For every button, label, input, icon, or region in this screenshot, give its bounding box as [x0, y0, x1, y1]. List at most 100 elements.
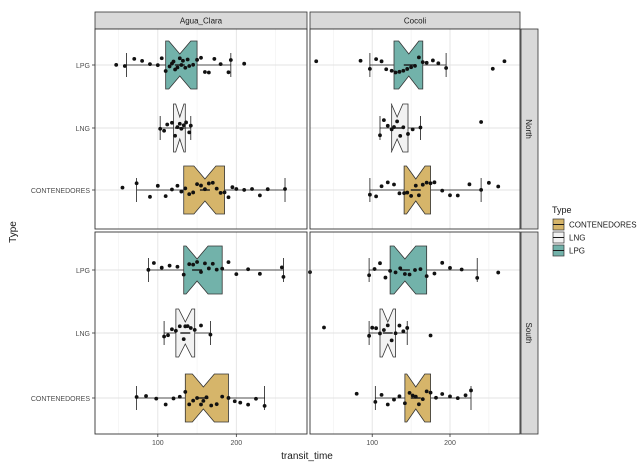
- data-point-lpg: [367, 66, 372, 71]
- data-point-lng: [381, 328, 386, 332]
- data-point-lpg: [424, 274, 429, 279]
- data-point-lng: [188, 123, 193, 128]
- data-point-contenedores: [479, 188, 484, 192]
- data-point-contenedores: [373, 399, 378, 404]
- x-tick-label: 200: [444, 440, 456, 447]
- data-point-contenedores: [226, 195, 231, 200]
- data-point-lng: [170, 120, 174, 125]
- data-point-contenedores: [171, 396, 176, 401]
- data-point-lpg: [167, 263, 172, 268]
- data-point-lpg: [159, 265, 164, 270]
- data-point-contenedores: [392, 397, 396, 402]
- data-point-lng: [199, 323, 203, 328]
- data-point-lng: [401, 329, 406, 334]
- data-point-lpg: [234, 272, 239, 277]
- data-point-lpg: [191, 62, 196, 67]
- data-point-lng: [479, 120, 484, 124]
- data-point-contenedores: [410, 393, 415, 398]
- y-tick-label-south-lpg: LPG: [76, 268, 90, 275]
- data-point-contenedores: [432, 180, 437, 185]
- data-point-contenedores: [134, 395, 139, 399]
- data-point-contenedores: [199, 402, 203, 407]
- data-point-contenedores: [191, 190, 196, 195]
- data-point-lng: [401, 125, 406, 130]
- data-point-contenedores: [428, 181, 433, 186]
- data-point-lng: [392, 125, 396, 129]
- data-point-lpg: [163, 69, 168, 73]
- data-point-lpg: [203, 70, 207, 74]
- data-point-contenedores: [407, 390, 412, 395]
- data-point-lng: [385, 123, 390, 128]
- data-point-lpg: [140, 59, 145, 63]
- data-point-lng: [170, 327, 174, 332]
- data-point-contenedores: [262, 403, 267, 408]
- y-tick-label-north-lpg: LPG: [76, 63, 90, 70]
- data-point-lpg: [372, 267, 377, 271]
- data-point-contenedores: [392, 182, 396, 187]
- data-point-lng: [374, 326, 379, 331]
- data-point-lpg: [199, 270, 203, 274]
- data-point-contenedores: [242, 188, 247, 192]
- data-point-contenedores: [428, 390, 433, 395]
- data-point-lpg: [212, 57, 217, 61]
- data-point-contenedores: [379, 392, 384, 397]
- panels: [94, 28, 521, 435]
- data-point-lng: [187, 130, 192, 135]
- data-point-lpg: [167, 64, 172, 69]
- data-point-lpg: [379, 59, 384, 64]
- data-point-contenedores: [203, 187, 207, 192]
- data-point-contenedores: [397, 191, 402, 196]
- data-point-contenedores: [199, 183, 203, 188]
- data-point-contenedores: [201, 398, 206, 403]
- data-point-lpg: [187, 64, 192, 68]
- data-point-lpg: [195, 260, 199, 264]
- data-point-contenedores: [183, 186, 188, 191]
- data-point-lpg: [383, 275, 388, 280]
- data-point-lpg: [187, 262, 192, 267]
- data-point-lpg: [191, 262, 196, 267]
- data-point-contenedores: [175, 183, 180, 188]
- data-point-contenedores: [257, 193, 262, 198]
- data-point-lng: [418, 125, 423, 130]
- data-point-lpg: [436, 61, 441, 66]
- facet-strip-label-col-1: Agua_Clara: [180, 17, 223, 26]
- x-axis-title: transit_time: [281, 451, 333, 462]
- data-point-lpg: [420, 60, 425, 65]
- data-point-lpg: [440, 260, 445, 265]
- data-point-contenedores: [448, 193, 452, 198]
- box-lpg: [183, 245, 223, 295]
- data-point-lpg: [179, 63, 184, 67]
- data-point-lpg: [398, 266, 403, 271]
- data-point-contenedores: [265, 187, 270, 192]
- y-tick-label-north-contenedores: CONTENEDORES: [31, 188, 90, 195]
- data-point-lpg: [393, 270, 398, 275]
- data-point-contenedores: [416, 402, 421, 407]
- data-point-lpg: [146, 267, 151, 272]
- y-tick-label-north-lng: LNG: [76, 126, 90, 133]
- data-point-lpg: [388, 268, 393, 273]
- data-point-contenedores: [120, 185, 125, 190]
- data-point-lpg: [490, 66, 495, 71]
- data-point-lpg: [175, 264, 180, 269]
- data-point-lng: [162, 128, 166, 133]
- data-point-contenedores: [367, 192, 372, 197]
- data-point-lpg: [405, 67, 410, 71]
- data-point-lpg: [279, 265, 284, 270]
- data-point-lpg: [159, 56, 164, 61]
- data-point-lpg: [177, 56, 182, 61]
- data-point-lng: [181, 337, 186, 341]
- data-point-lpg: [444, 66, 449, 70]
- data-point-lpg: [151, 261, 156, 265]
- data-point-contenedores: [234, 187, 239, 191]
- data-point-lpg: [206, 266, 211, 271]
- data-point-lpg: [424, 60, 429, 65]
- x-tick-label: 100: [366, 440, 378, 447]
- data-point-lng: [173, 328, 178, 333]
- data-point-lng: [428, 333, 433, 338]
- data-point-lng: [192, 327, 197, 332]
- data-point-lng: [393, 331, 398, 336]
- data-point-contenedores: [374, 194, 379, 199]
- data-point-contenedores: [413, 183, 418, 188]
- data-point-contenedores: [416, 193, 421, 198]
- data-point-lpg: [148, 62, 152, 66]
